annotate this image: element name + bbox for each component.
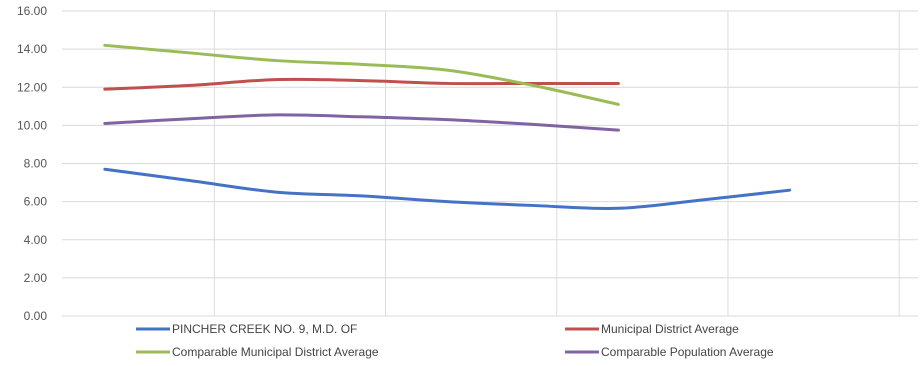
y-tick-label: 4.00 (24, 233, 48, 247)
series-line-3 (103, 113, 620, 132)
series-line-0 (103, 167, 792, 210)
y-tick-label: 14.00 (17, 42, 47, 56)
y-tick-label: 0.00 (24, 309, 48, 323)
y-tick-label: 8.00 (24, 157, 48, 171)
y-tick-label: 6.00 (24, 195, 48, 209)
legend-label-0: PINCHER CREEK NO. 9, M.D. OF (172, 322, 357, 336)
y-tick-label: 12.00 (17, 80, 47, 94)
y-axis-ticks: 0.00 2.00 4.00 6.00 8.00 10.00 12.00 14.00 16.00 (17, 4, 47, 323)
gridlines (62, 10, 918, 317)
legend-label-2: Comparable Municipal District Average (172, 345, 379, 359)
y-tick-label: 10.00 (17, 118, 47, 132)
y-tick-label: 16.00 (17, 4, 47, 18)
y-tick-label: 2.00 (24, 271, 48, 285)
legend-label-3: Comparable Population Average (601, 345, 774, 359)
legend-label-1: Municipal District Average (601, 322, 739, 336)
series-line-1 (103, 77, 620, 91)
legend: PINCHER CREEK NO. 9, M.D. OF Municipal Di… (136, 322, 774, 359)
series-lines (103, 43, 792, 210)
series-line-2 (103, 43, 620, 106)
